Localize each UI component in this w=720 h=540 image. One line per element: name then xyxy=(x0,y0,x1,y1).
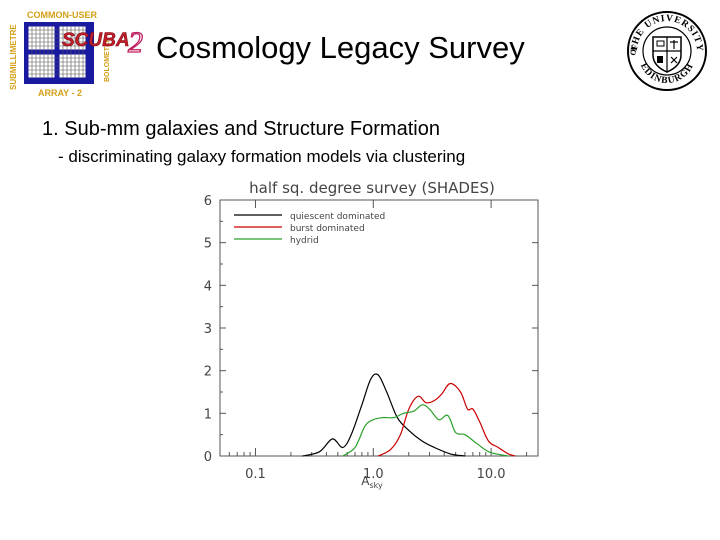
slide-title: Cosmology Legacy Survey xyxy=(156,30,525,65)
x-axis: 0.1 1.0 10.0 xyxy=(219,200,528,482)
y-tick-label: 4 xyxy=(204,279,212,294)
crest-ring-left-text: OF xyxy=(628,43,640,56)
legend-label: quiescent dominated xyxy=(290,212,385,222)
series-line xyxy=(302,373,466,457)
university-crest: THE UNIVERSITY EDINBURGH OF xyxy=(627,11,707,91)
y-tick-label: 1 xyxy=(204,407,212,422)
scuba-logo-number: 2 xyxy=(128,26,143,59)
y-axis: 0 1 2 3 4 5 6 xyxy=(204,194,538,465)
scuba-logo-top-text: COMMON-USER xyxy=(27,10,97,20)
bullet-heading: 1. Sub-mm galaxies and Structure Formati… xyxy=(42,118,440,140)
x-tick-label: 0.1 xyxy=(245,467,266,482)
legend: quiescent dominated burst dominated hydrid xyxy=(234,212,385,246)
detector-grid xyxy=(24,22,94,84)
series-line xyxy=(377,382,516,457)
scuba-logo-left-text: SUBMILLIMETRE xyxy=(9,24,18,90)
scuba-logo-bottom-text: ARRAY - 2 xyxy=(38,88,82,98)
y-tick-label: 0 xyxy=(204,450,212,465)
scuba2-logo: COMMON-USER SUBMILLIMETRE BOLOMETER ARRA… xyxy=(9,10,144,98)
y-tick-label: 2 xyxy=(204,365,212,380)
chart-title: half sq. degree survey (SHADES) xyxy=(249,179,495,197)
y-tick-label: 6 xyxy=(204,194,212,209)
y-tick-label: 5 xyxy=(204,237,212,252)
clustering-chart: half sq. degree survey (SHADES) 0123456 … xyxy=(204,179,539,490)
crest-shield-icon xyxy=(652,36,682,73)
scuba-logo-right-text: BOLOMETER xyxy=(104,37,111,82)
sub-bullet: - discriminating galaxy formation models… xyxy=(58,147,466,166)
legend-label: burst dominated xyxy=(290,224,365,234)
x-tick-label: 10.0 xyxy=(477,467,506,482)
y-tick-label: 3 xyxy=(204,322,212,337)
scuba-logo-name: SCUBA xyxy=(62,30,130,51)
legend-label: hydrid xyxy=(290,236,319,246)
series-line xyxy=(342,404,509,457)
series-lines xyxy=(302,373,516,457)
x-tick-label: 1.0 xyxy=(363,467,384,482)
